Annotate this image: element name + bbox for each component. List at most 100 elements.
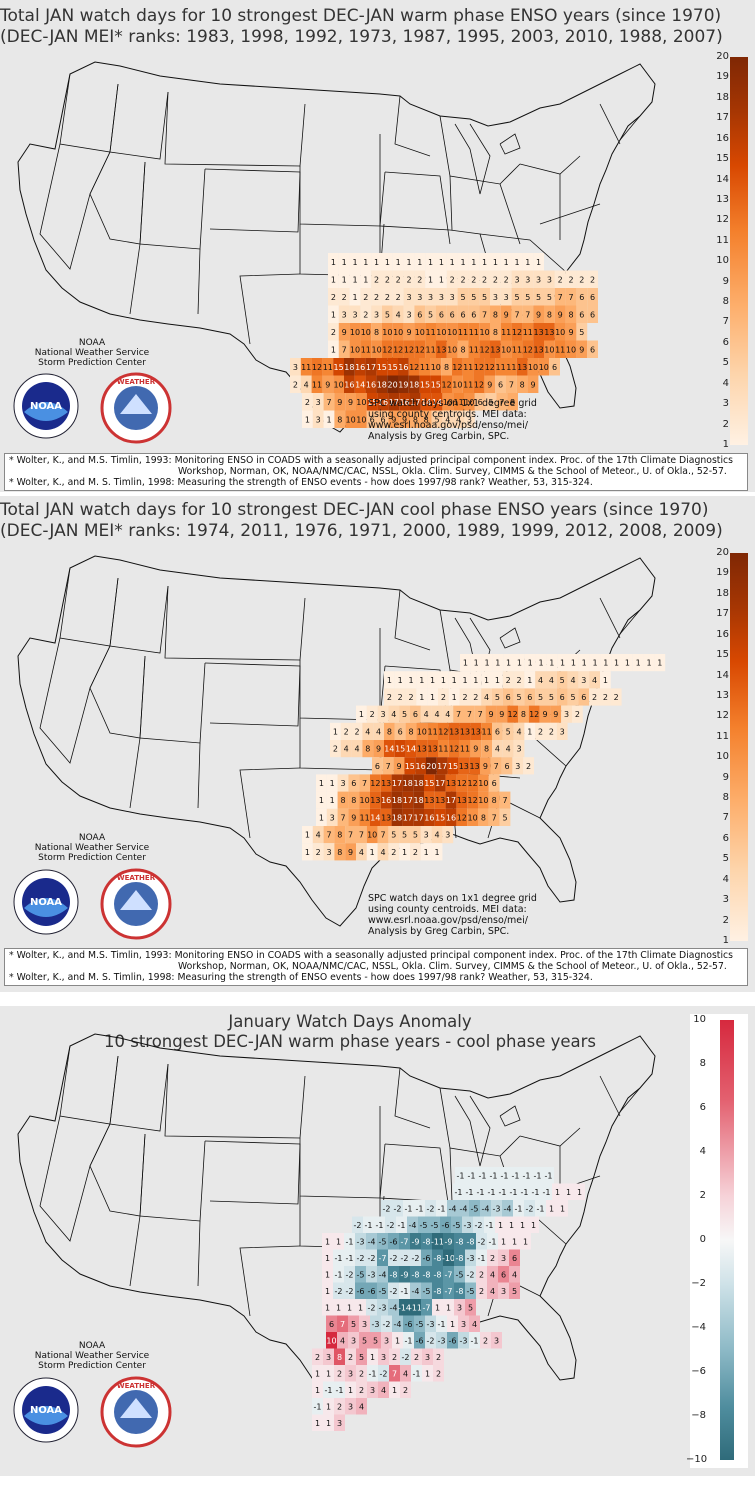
grid-cell — [394, 722, 406, 740]
grid-cell — [498, 1233, 509, 1250]
grid-cell — [490, 270, 501, 288]
grid-cell-value: 1 — [363, 258, 368, 267]
grid-cell — [465, 1299, 476, 1316]
grid-cell-value: 1 — [514, 258, 519, 267]
grid-cell — [399, 1299, 410, 1316]
grid-cell-value: 3 — [425, 1353, 430, 1362]
grid-cell — [377, 1249, 388, 1266]
grid-cell — [453, 705, 464, 723]
grid-cell-value: 7 — [456, 710, 461, 719]
grid-cell — [322, 1299, 333, 1316]
state-border — [139, 161, 206, 250]
grid-cell — [403, 253, 415, 271]
grid-cell-value: 10 — [326, 1336, 336, 1345]
state-border — [109, 1055, 169, 1132]
grid-cell — [394, 740, 406, 758]
grid-cell-value: 1 — [549, 659, 554, 668]
grid-cell-value: 9 — [391, 415, 396, 424]
grid-cell — [410, 1282, 421, 1299]
grid-cell-value: 12 — [457, 779, 467, 788]
grid-cell-value: 7 — [494, 762, 499, 771]
grid-cell-value: 2 — [462, 693, 467, 702]
panel-title: Total JAN watch days for 10 strongest DE… — [0, 6, 723, 48]
grid-cell — [392, 1315, 403, 1332]
grid-cell — [384, 722, 395, 740]
grid-cell — [481, 688, 492, 706]
grid-cell-value: 9 — [473, 745, 478, 754]
grid-cell — [567, 688, 579, 706]
state-border — [204, 168, 301, 233]
grid-cell — [391, 774, 403, 792]
nws-logo: WEATHER — [100, 1376, 172, 1448]
grid-cell-value: 2 — [396, 293, 401, 302]
grid-cell — [522, 305, 534, 323]
grid-cell — [457, 340, 469, 358]
grid-cell — [453, 410, 464, 428]
grid-cell — [403, 323, 415, 341]
grid-cell-value: -10 — [442, 1254, 455, 1263]
grid-cell-value: 12 — [438, 727, 448, 736]
grid-cell — [414, 340, 426, 358]
grid-cell — [499, 1167, 510, 1184]
grid-cell-value: -8 — [390, 1270, 398, 1279]
grid-cell — [360, 323, 372, 341]
grid-cell — [589, 671, 600, 689]
grid-cell-value: 1 — [336, 1237, 341, 1246]
grid-cell — [464, 410, 475, 428]
colorbar — [720, 1020, 734, 1460]
nws-logo: WEATHER — [100, 868, 172, 940]
grid-cell-value: 6 — [471, 310, 476, 319]
grid-cell-value: 5 — [549, 693, 554, 702]
grid-cell — [416, 740, 428, 758]
grid-cell — [323, 1398, 334, 1415]
grid-cell-value: 6 — [560, 693, 565, 702]
grid-cell — [359, 774, 370, 792]
grid-cell — [414, 1200, 425, 1217]
grid-cell — [438, 722, 449, 740]
grid-cell-value: 16 — [446, 813, 456, 822]
state-border — [379, 225, 451, 231]
grid-cell-value: 9 — [553, 710, 558, 719]
grid-cell-value: 3 — [348, 1402, 353, 1411]
grid-cell-value: 4 — [495, 745, 500, 754]
grid-cell — [424, 808, 435, 826]
colorbar-tick-label: 4 — [722, 377, 729, 389]
grid-cell — [513, 1200, 524, 1217]
grid-cell — [356, 1398, 367, 1415]
grid-cell — [546, 671, 557, 689]
grid-cell — [380, 791, 392, 809]
grid-cell-value: 9 — [568, 328, 573, 337]
grid-cell-value: 5 — [579, 328, 584, 337]
grid-cell — [424, 791, 435, 809]
grid-cell-value: 1 — [446, 1303, 451, 1312]
grid-cell — [377, 1266, 388, 1283]
grid-cell — [512, 757, 524, 775]
grid-cell — [467, 791, 478, 809]
grid-cell-value: 18 — [377, 380, 387, 389]
grid-cell-value: 6 — [498, 380, 503, 389]
grid-cell — [355, 1249, 366, 1266]
grid-cell — [431, 705, 443, 723]
grid-cell-value: 13 — [490, 345, 500, 354]
grid-cell — [448, 688, 460, 706]
grid-cell-value: -6 — [416, 1336, 424, 1345]
grid-cell-value: 12 — [529, 710, 539, 719]
grid-cell — [420, 843, 432, 861]
grid-cell — [533, 288, 544, 306]
grid-cell-value: 12 — [452, 363, 462, 372]
grid-cell — [565, 305, 577, 323]
grid-cell — [348, 808, 360, 826]
grid-cell-value: 15 — [377, 363, 387, 372]
grid-cell — [349, 305, 361, 323]
grid-cell — [470, 671, 482, 689]
grid-cell — [490, 253, 501, 271]
colorbar-tick-label: 11 — [716, 234, 729, 246]
grid-cell-value: 1 — [646, 659, 651, 668]
state-border — [619, 609, 641, 635]
grid-cell-value: 9 — [402, 415, 407, 424]
grid-cell-value: -1 — [346, 1254, 354, 1263]
grid-cell-value: -1 — [477, 1188, 485, 1197]
colorbar-tick-label: 18 — [716, 91, 729, 103]
grid-cell-value: 4 — [434, 831, 439, 840]
grid-cell-value: -2 — [478, 1237, 486, 1246]
